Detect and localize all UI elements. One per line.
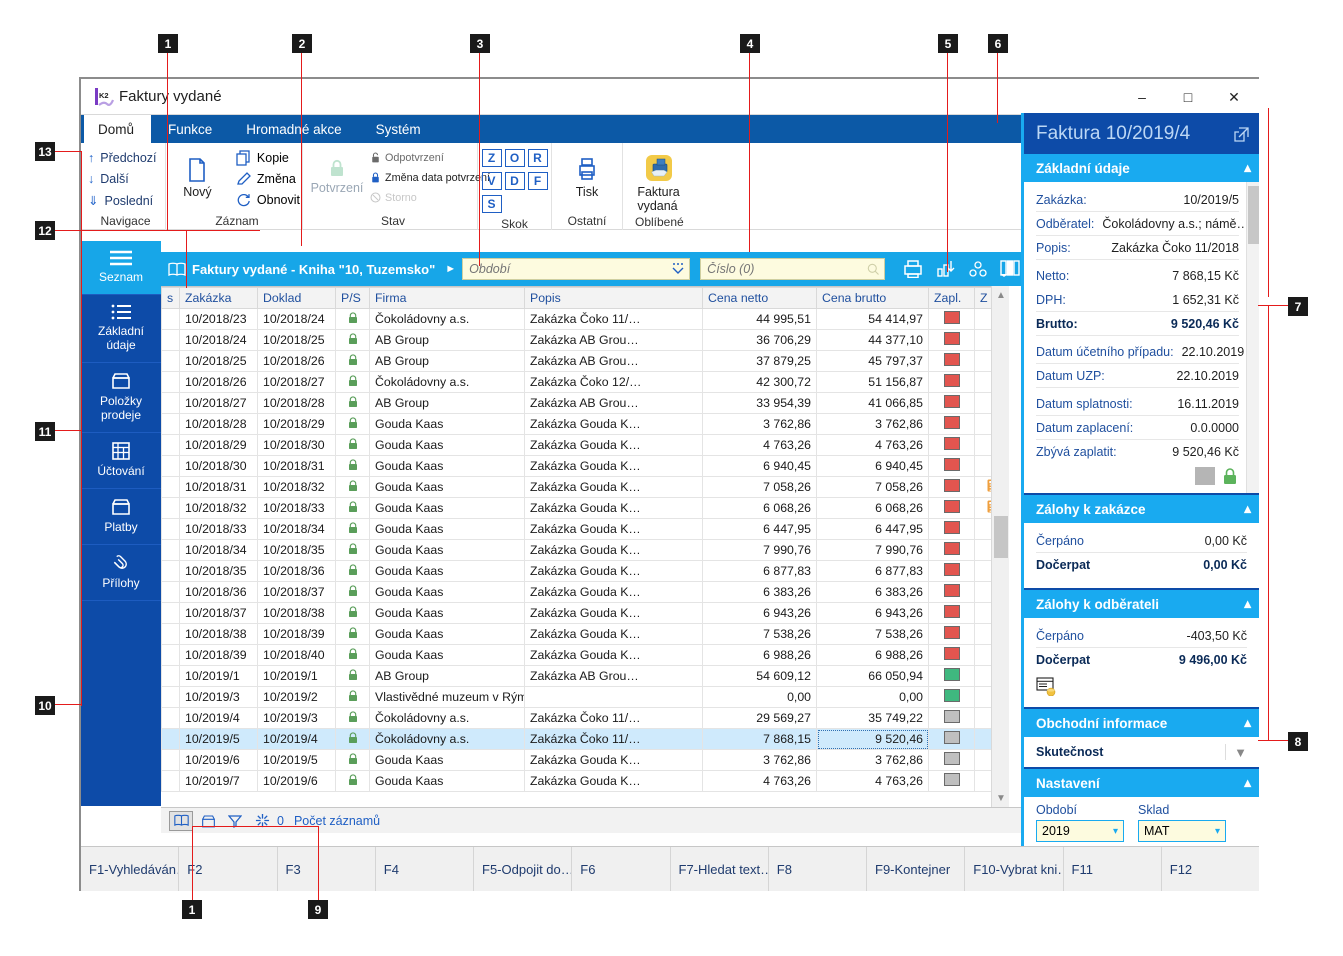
svg-text:K2: K2: [99, 91, 109, 100]
